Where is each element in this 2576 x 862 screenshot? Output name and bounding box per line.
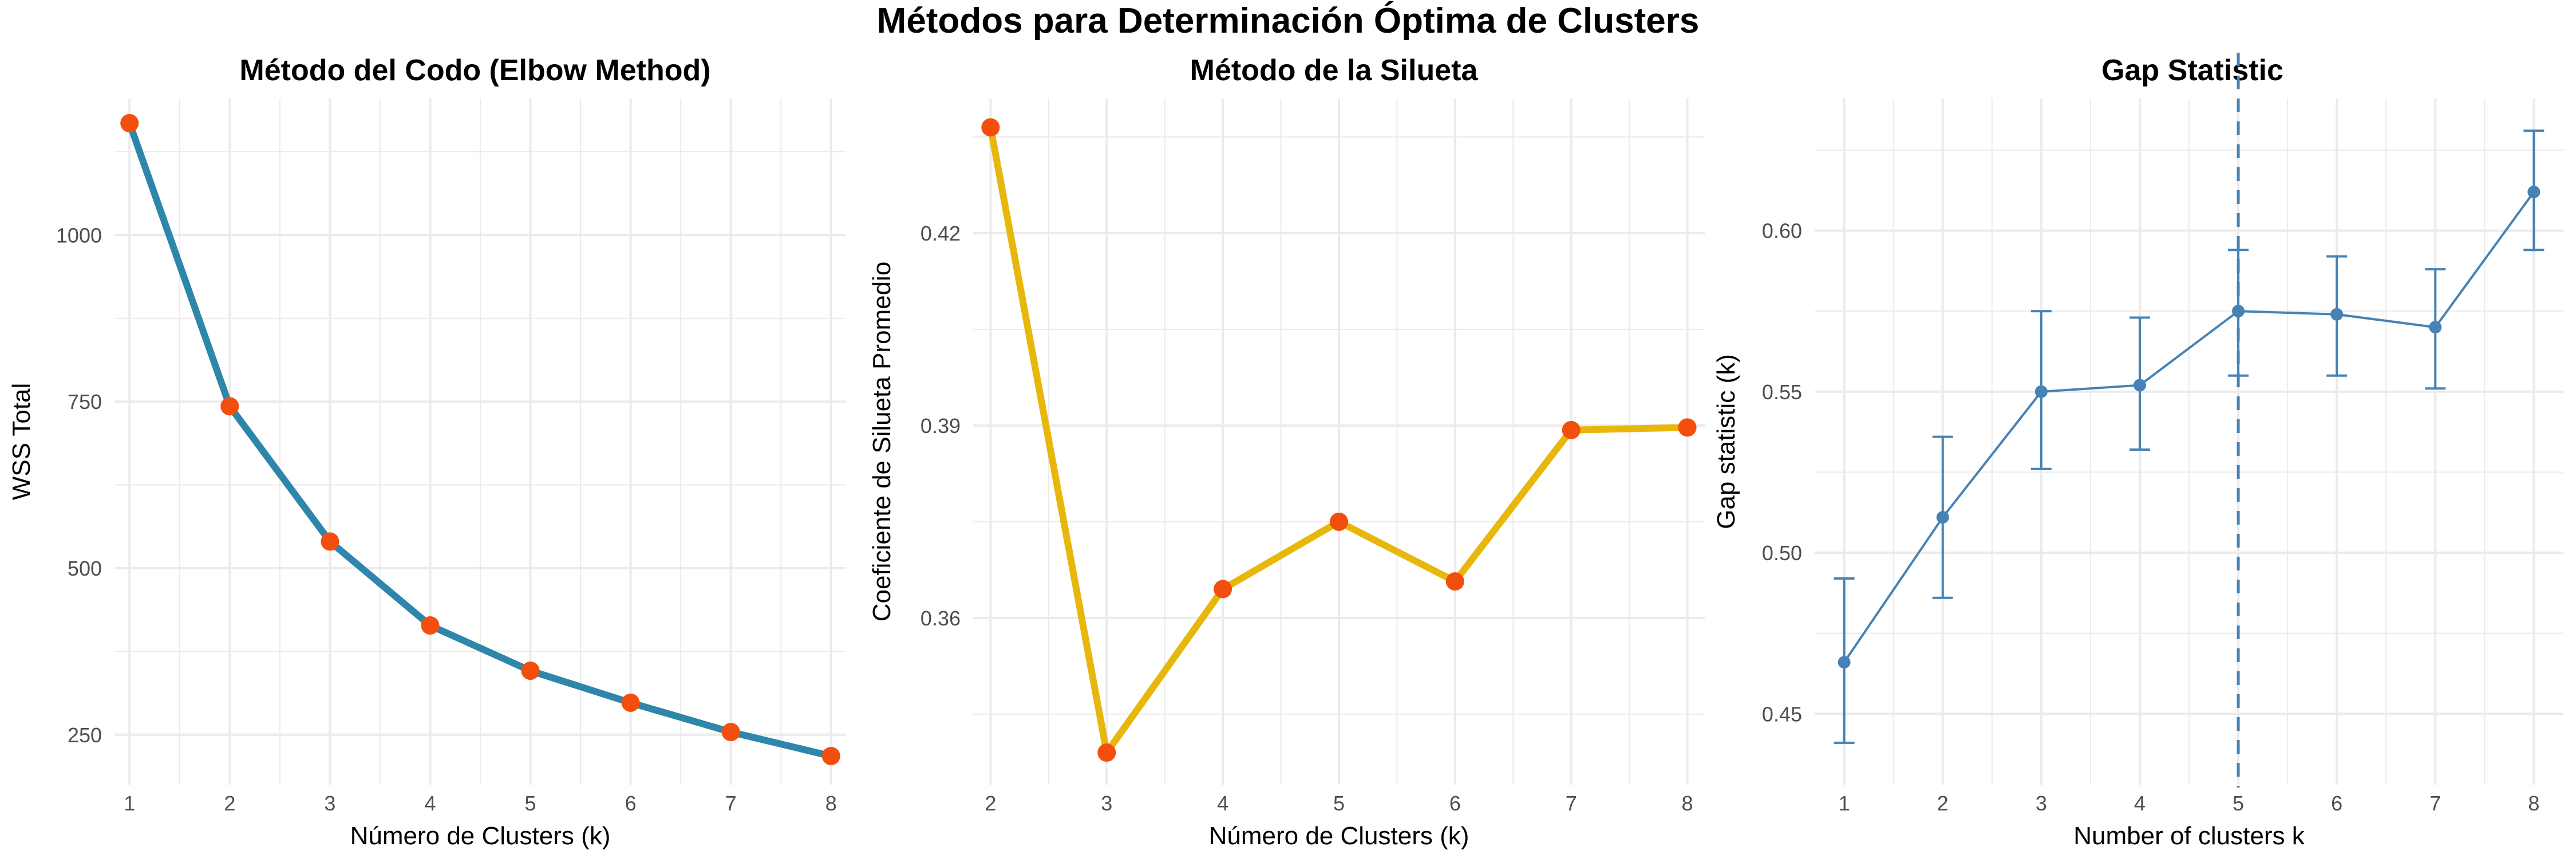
data-point [821, 746, 840, 765]
data-point [321, 532, 339, 551]
x-tick-label: 8 [1682, 792, 1693, 815]
x-axis-label: Number of clusters k [2073, 822, 2305, 850]
x-tick-label: 5 [1333, 792, 1345, 815]
series-line [126, 122, 832, 759]
x-tick-label: 5 [525, 792, 536, 815]
y-tick-label: 0.42 [920, 222, 961, 245]
data-point [1936, 511, 1949, 524]
data-point [1445, 572, 1464, 591]
data-point [2330, 308, 2344, 321]
x-tick-label: 7 [1566, 792, 1577, 815]
panel-title: Gap Statistic [2101, 54, 2283, 87]
x-tick-label: 7 [725, 792, 737, 815]
x-tick-label: 4 [2134, 792, 2146, 815]
panel-title: Método de la Silueta [1190, 54, 1479, 87]
data-point [2232, 305, 2245, 318]
x-tick-label: 5 [2233, 792, 2244, 815]
y-axis-label: Gap statistic (k) [1712, 354, 1740, 529]
data-point [2133, 379, 2146, 392]
data-point [2429, 321, 2442, 334]
x-tick-label: 7 [2429, 792, 2441, 815]
y-tick-label: 500 [68, 557, 102, 580]
data-point [120, 114, 139, 133]
data-point [1678, 418, 1697, 437]
x-tick-label: 6 [2331, 792, 2342, 815]
x-tick-label: 1 [124, 792, 135, 815]
y-tick-label: 0.60 [1762, 219, 1802, 243]
chart-panel-3: 1 2 3 4 5 6 7 8 0.45 0.50 0.55 0.60 Gap Statistic Num… [1712, 53, 2563, 850]
data-point [2527, 186, 2541, 199]
data-point [1838, 656, 1851, 669]
data-point [981, 118, 1000, 137]
y-tick-label: 0.45 [1762, 702, 1802, 726]
y-tick-label: 0.55 [1762, 380, 1802, 404]
y-axis-label: WSS Total [7, 383, 35, 501]
data-point [1097, 743, 1116, 762]
x-tick-label: 3 [2036, 792, 2047, 815]
x-tick-label: 4 [424, 792, 436, 815]
x-tick-label: 3 [324, 792, 335, 815]
x-axis-label: Número de Clusters (k) [350, 822, 611, 850]
y-tick-label: 0.39 [920, 414, 961, 438]
x-tick-label: 2 [224, 792, 235, 815]
y-tick-label: 0.50 [1762, 541, 1802, 565]
data-point [621, 693, 640, 712]
x-tick-label: 8 [2528, 792, 2539, 815]
y-tick-label: 750 [68, 390, 102, 414]
x-tick-label: 1 [1839, 792, 1850, 815]
data-point [1330, 512, 1348, 531]
series-line [1843, 191, 2535, 663]
chart-panel-2: 2 3 4 5 6 7 8 0.36 0.39 0.42 Método de la Silueta N… [868, 54, 1705, 850]
y-tick-label: 1000 [56, 223, 102, 247]
data-point [521, 662, 540, 680]
data-point [1214, 580, 1232, 599]
x-tick-label: 2 [1937, 792, 1949, 815]
data-point [2034, 385, 2048, 398]
x-tick-label: 2 [985, 792, 996, 815]
data-point [220, 397, 239, 416]
y-tick-label: 0.36 [920, 607, 961, 630]
x-tick-label: 3 [1101, 792, 1112, 815]
figure-title: Métodos para Determinación Óptima de Clu… [877, 1, 1700, 41]
chart-panel-1: 1 2 3 4 5 6 7 8 250 500 750 1000 Método del Codo (El… [7, 54, 846, 850]
x-axis-label: Número de Clusters (k) [1209, 822, 1469, 850]
x-tick-label: 4 [1217, 792, 1228, 815]
data-point [721, 723, 740, 742]
x-tick-label: 8 [825, 792, 837, 815]
data-point [421, 616, 440, 635]
y-tick-label: 250 [68, 723, 102, 747]
data-point [1562, 420, 1581, 439]
x-tick-label: 6 [625, 792, 637, 815]
panel-title: Método del Codo (Elbow Method) [239, 54, 710, 87]
x-tick-label: 6 [1449, 792, 1461, 815]
y-axis-label: Coeficiente de Silueta Promedio [868, 262, 896, 622]
